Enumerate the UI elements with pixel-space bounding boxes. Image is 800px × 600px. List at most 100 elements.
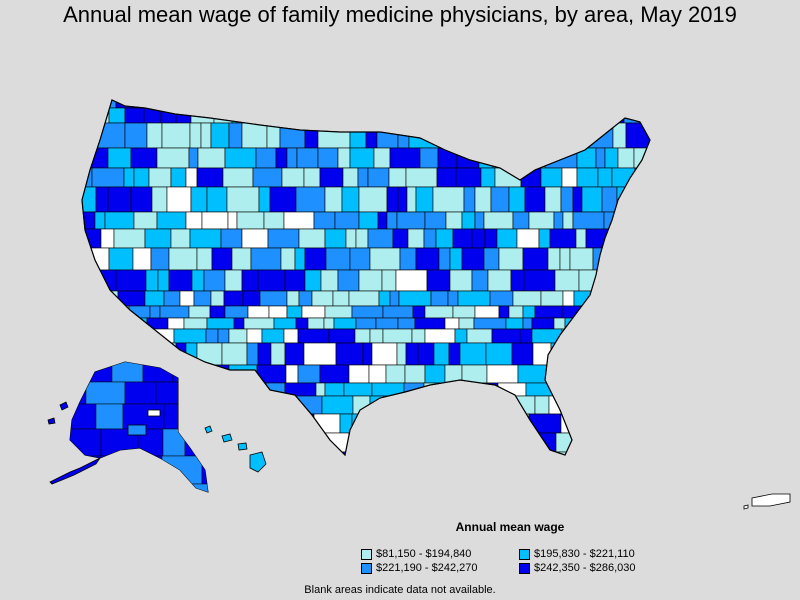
area-cell: [220, 228, 243, 249]
area-cell: [455, 167, 482, 188]
area-cell: [210, 290, 225, 307]
area-cell: [498, 247, 524, 271]
area-cell: [311, 100, 338, 109]
area-cell: [540, 100, 554, 109]
alaska-blank-area: [147, 409, 161, 417]
area-cell: [544, 186, 562, 213]
area-cell: [406, 107, 430, 124]
area-cell: [261, 328, 285, 344]
area-cell: [437, 432, 453, 453]
alaska-area-cell: [151, 483, 176, 492]
area-cell: [523, 269, 556, 292]
area-cell: [403, 413, 436, 434]
area-cell: [461, 211, 476, 230]
area-cell: [552, 382, 569, 397]
area-cell: [547, 364, 577, 384]
area-cell: [124, 107, 145, 124]
area-cell: [534, 395, 550, 415]
area-cell: [459, 342, 487, 366]
area-cell: [424, 328, 456, 344]
area-cell: [575, 364, 598, 384]
area-cell: [572, 186, 583, 213]
area-cell: [221, 342, 248, 366]
area-cell: [652, 318, 672, 329]
area-cell: [405, 342, 419, 366]
area-cell: [335, 342, 364, 366]
area-cell: [622, 395, 639, 415]
area-cell: [465, 451, 488, 455]
puerto-rico-islet: [743, 504, 749, 510]
area-cell: [376, 122, 399, 149]
area-cell: [562, 211, 574, 230]
area-cell: [337, 147, 351, 169]
area-cell: [157, 100, 178, 109]
area-cell: [498, 451, 524, 455]
area-cell: [484, 228, 498, 249]
area-cell: [478, 432, 506, 453]
area-cell: [498, 413, 516, 434]
area-cell: [603, 317, 635, 330]
area-cell: [107, 147, 132, 169]
area-cell: [397, 186, 408, 213]
area-cell: [286, 290, 300, 307]
area-cell: [168, 247, 198, 271]
area-cell: [201, 211, 229, 230]
area-cell: [381, 269, 397, 292]
area-cell: [589, 413, 623, 434]
area-cell: [224, 305, 249, 319]
area-cell: [444, 317, 460, 330]
area-cell: [188, 147, 199, 169]
area-cell: [614, 382, 643, 397]
area-cell: [132, 247, 152, 271]
area-cell: [576, 147, 597, 169]
area-cell: [307, 317, 325, 330]
area-cell: [82, 305, 95, 319]
area-cell: [206, 186, 228, 213]
area-cell: [565, 107, 589, 124]
area-cell: [389, 290, 400, 307]
area-cell: [256, 382, 267, 397]
area-cell: [358, 186, 388, 213]
area-cell: [643, 451, 650, 455]
area-cell: [504, 395, 536, 415]
area-cell: [443, 451, 467, 455]
area-cell: [149, 305, 161, 319]
area-cell: [432, 186, 465, 213]
area-cell: [295, 186, 326, 213]
area-cell: [168, 269, 193, 292]
area-cell: [267, 228, 300, 249]
area-cell: [132, 451, 148, 455]
area-cell: [389, 147, 421, 169]
area-cell: [634, 167, 650, 188]
area-cell: [439, 122, 469, 149]
area-cell: [351, 107, 363, 124]
puerto-rico-region: [743, 493, 791, 510]
area-cell: [382, 305, 414, 319]
area-cell: [396, 211, 426, 230]
area-cell: [292, 451, 322, 455]
area-cell: [371, 342, 398, 366]
area-cell: [367, 432, 387, 453]
area-cell: [450, 382, 481, 397]
area-cell: [434, 413, 451, 434]
area-cell: [108, 107, 126, 124]
area-cell: [351, 305, 384, 319]
area-cell: [82, 147, 109, 169]
area-cell: [203, 269, 226, 292]
area-cell: [189, 228, 222, 249]
area-cell: [590, 290, 608, 307]
area-cell: [458, 317, 475, 330]
area-cell: [416, 395, 450, 415]
area-cell: [130, 186, 153, 213]
area-cell: [417, 342, 435, 366]
area-cell: [190, 186, 208, 213]
legend-item-tier3: $221,190 - $242,270: [361, 562, 478, 574]
area-cell: [634, 228, 650, 249]
area-cell: [324, 382, 345, 397]
area-cell: [106, 451, 117, 455]
area-cell: [544, 147, 578, 169]
area-cell: [557, 122, 573, 149]
area-cell: [505, 317, 524, 330]
area-cell: [257, 269, 286, 292]
area-cell: [633, 317, 650, 330]
